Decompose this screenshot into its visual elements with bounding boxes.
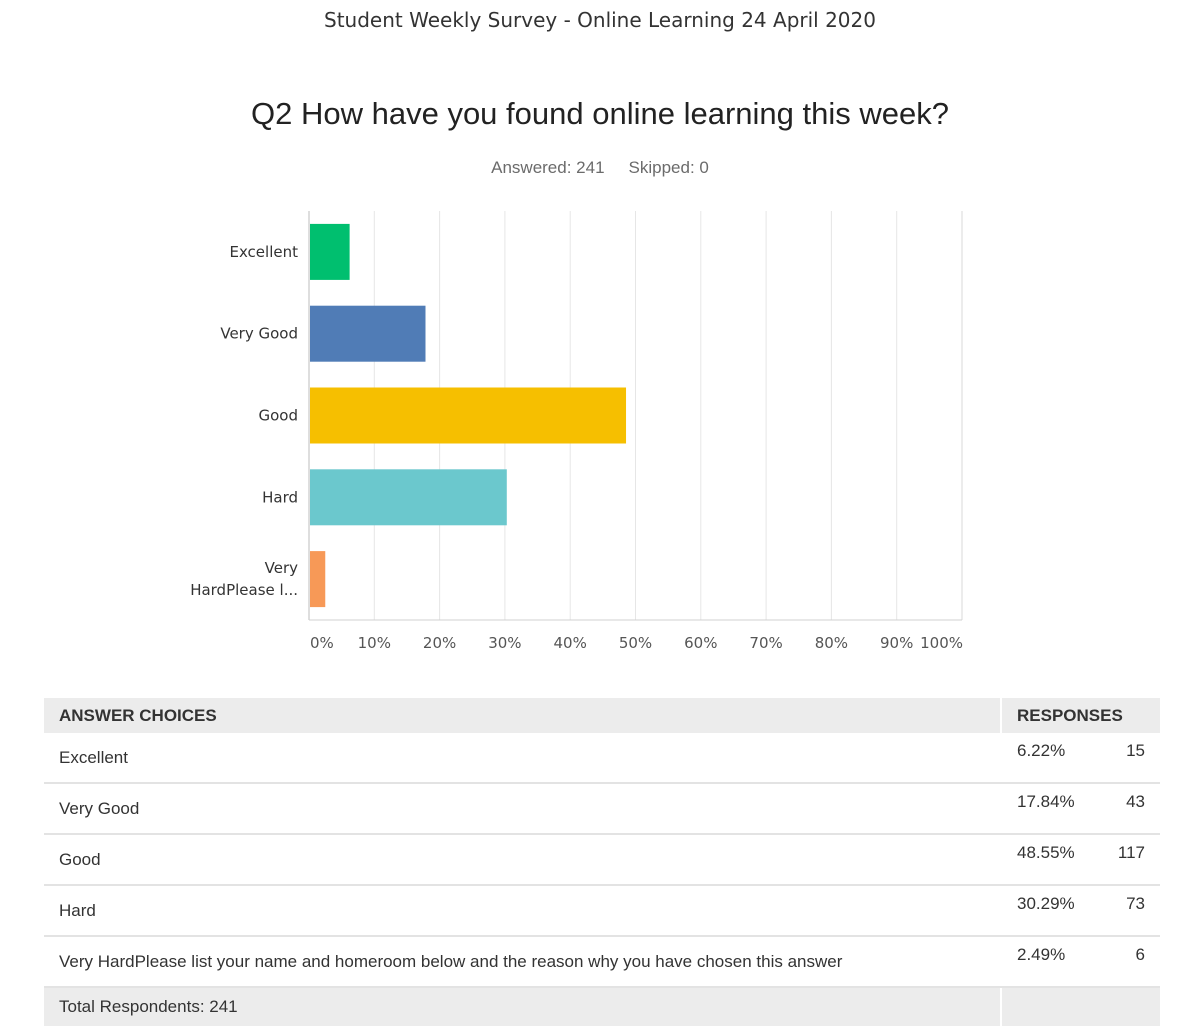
category-label: Excellent [229,243,298,261]
x-tick-label: 30% [488,634,521,652]
x-tick-label: 70% [749,634,782,652]
category-label: Very Good [220,325,298,343]
table-row: Very Good 17.84% 43 [44,783,1160,835]
total-row: Total Respondents: 241 [44,987,1160,1026]
response-percent: 17.84% [1000,783,1110,835]
category-label: Very HardPlease l... [190,559,298,599]
total-row-spacer [1000,987,1160,1026]
category-label: Hard [262,488,298,506]
answer-choice: Excellent [44,733,1001,784]
bar [310,551,326,608]
response-count: 73 [1110,885,1160,937]
x-tick-label: 20% [423,634,456,652]
x-tick-label: 0% [310,634,334,652]
answer-choice: Very HardPlease list your name and homer… [44,936,1001,988]
x-tick-label: 50% [619,634,652,652]
x-tick-label: 90% [880,634,913,652]
answer-choice: Hard [44,885,1001,937]
response-count: 6 [1110,936,1160,988]
answer-choice: Good [44,834,1001,886]
table-row: Good 48.55% 117 [44,834,1160,886]
bar [310,223,350,280]
survey-title: Student Weekly Survey - Online Learning … [324,8,876,32]
response-percent: 6.22% [1000,733,1110,784]
response-count: 15 [1110,733,1160,784]
response-stats: Answered: 241 Skipped: 0 [0,158,1200,178]
responses-header: RESPONSES [1000,698,1160,733]
response-percent: 2.49% [1000,936,1110,988]
x-tick-label: 100% [920,634,963,652]
table-header-row: ANSWER CHOICES RESPONSES [44,698,1160,733]
skipped-count: Skipped: 0 [628,158,709,177]
x-tick-label: 80% [815,634,848,652]
answer-choices-header: ANSWER CHOICES [44,698,1001,733]
x-tick-label: 10% [358,634,391,652]
bar [310,305,426,362]
results-table: ANSWER CHOICES RESPONSES Excellent 6.22%… [44,698,1160,1026]
question-title: Q2 How have you found online learning th… [251,96,949,131]
response-count: 117 [1110,834,1160,886]
table-row: Excellent 6.22% 15 [44,733,1160,784]
x-tick-label: 60% [684,634,717,652]
total-respondents: Total Respondents: 241 [44,987,1001,1026]
response-percent: 30.29% [1000,885,1110,937]
table-row: Very HardPlease list your name and homer… [44,936,1160,988]
bar-chart: 0% 10% 20% 30% 40% 50% 60% 70% 80% 90% 100% Excelle… [190,211,963,652]
bar [310,387,627,444]
response-count: 43 [1110,783,1160,835]
bar [310,469,507,526]
category-label: Good [259,407,299,425]
answer-choice: Very Good [44,783,1001,835]
response-percent: 48.55% [1000,834,1110,886]
x-tick-label: 40% [554,634,587,652]
answered-count: Answered: 241 [491,158,605,177]
table-row: Hard 30.29% 73 [44,885,1160,937]
